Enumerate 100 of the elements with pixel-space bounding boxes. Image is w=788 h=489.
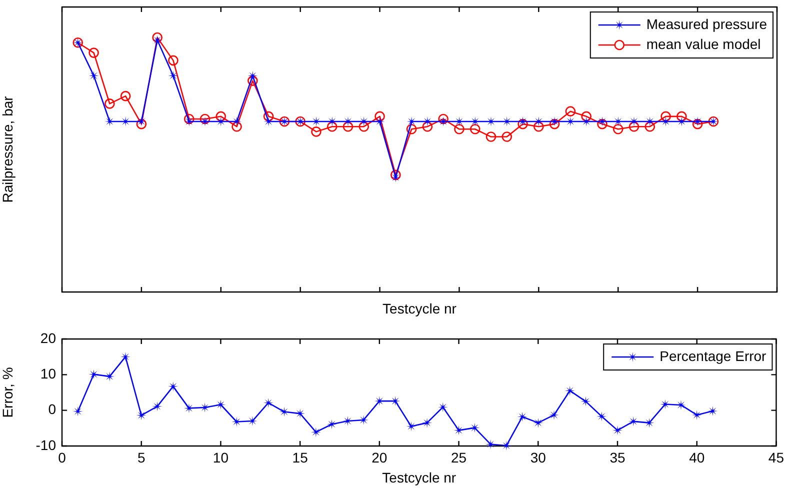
point (644, 418, 654, 428)
point (406, 124, 417, 134)
point (184, 403, 194, 414)
point (390, 396, 400, 406)
point (549, 410, 560, 420)
point (660, 111, 671, 122)
point (676, 116, 687, 127)
point (232, 116, 242, 127)
point (502, 132, 512, 142)
x-tick-label: 25 (450, 449, 467, 466)
point (343, 116, 353, 127)
point (629, 116, 639, 127)
x-tick-label: 15 (292, 449, 308, 466)
point (168, 70, 178, 81)
point (72, 406, 83, 416)
x-axis-title: Testcycle nr (382, 300, 457, 316)
point (136, 410, 146, 420)
point (310, 427, 321, 438)
point (438, 402, 448, 412)
point (660, 399, 670, 410)
point (311, 116, 322, 127)
point (613, 116, 624, 127)
point (644, 116, 655, 127)
point (184, 116, 194, 127)
point (454, 124, 464, 134)
point (326, 121, 338, 132)
point (358, 116, 369, 127)
x-tick-label: 30 (530, 449, 546, 466)
point (534, 116, 544, 127)
point (501, 440, 512, 451)
point (104, 116, 115, 127)
point (518, 118, 528, 130)
point (326, 419, 337, 430)
y-tick-label: 10 (40, 366, 56, 382)
point (660, 116, 671, 127)
point (248, 76, 258, 86)
point (152, 35, 162, 46)
point (580, 396, 591, 406)
point (263, 398, 274, 408)
point (248, 70, 258, 81)
point (168, 381, 178, 392)
point (612, 425, 622, 436)
point (327, 116, 338, 127)
point (374, 116, 385, 127)
point (406, 421, 416, 432)
point (152, 401, 162, 412)
point (88, 70, 99, 81)
point (454, 425, 464, 436)
point (676, 111, 687, 122)
point (628, 121, 640, 132)
point (358, 121, 370, 132)
point (438, 116, 448, 127)
point (596, 411, 607, 422)
point (692, 410, 702, 420)
point (88, 369, 99, 380)
point (612, 124, 624, 134)
point (104, 371, 115, 382)
x-tick-label: 45 (768, 449, 784, 466)
x-tick-label: 0 (58, 449, 66, 466)
point (534, 121, 544, 132)
point (565, 106, 576, 116)
point (676, 400, 686, 410)
point (120, 90, 131, 102)
point (216, 116, 226, 127)
point (644, 121, 656, 132)
point (390, 172, 401, 182)
y-axis-title: Railpressure, bar (0, 96, 16, 203)
point (454, 116, 464, 127)
point (422, 418, 432, 428)
point (295, 408, 306, 419)
point (104, 98, 115, 109)
point (247, 416, 258, 426)
point (216, 400, 226, 410)
point (470, 116, 480, 127)
point (342, 416, 353, 426)
point (88, 48, 99, 58)
point (581, 116, 592, 127)
point (200, 116, 210, 127)
point (517, 412, 528, 422)
point (168, 55, 178, 66)
point (342, 121, 354, 132)
legend-label: Percentage Error (660, 348, 767, 364)
point (564, 386, 575, 396)
x-tick-label: 5 (137, 449, 146, 466)
point (422, 121, 433, 132)
x-axis-title: Testcycle nr (382, 469, 456, 486)
point (438, 114, 448, 124)
x-tick-label: 10 (212, 449, 229, 466)
point (232, 121, 242, 132)
point (184, 114, 194, 124)
point (597, 116, 608, 127)
point (200, 402, 210, 412)
point (200, 114, 210, 124)
y-tick-label: -10 (36, 436, 56, 453)
point (708, 406, 718, 416)
point (692, 118, 703, 130)
legend-label: Measured pressure (646, 16, 768, 32)
point (581, 111, 592, 122)
x-tick-label: 35 (610, 449, 626, 466)
point (279, 406, 290, 417)
